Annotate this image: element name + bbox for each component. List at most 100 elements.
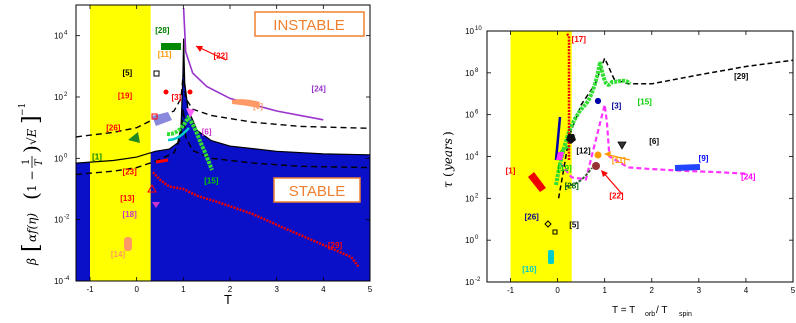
- stable-label: STABLE: [289, 183, 345, 200]
- left-x-label: T: [224, 292, 232, 307]
- red-sequence-17: [566, 33, 571, 160]
- svg-text:years: years: [441, 138, 455, 172]
- right-annotation: [24]: [741, 172, 756, 181]
- right-annotation: [19]: [558, 164, 573, 173]
- instable-box: [254, 11, 365, 37]
- svg-text:αf(η): αf(η): [25, 213, 39, 242]
- right-x-ticks: -1 0 1 2 3 4 5: [507, 31, 796, 295]
- left-annotation: [9]: [253, 102, 263, 111]
- blue-line: [554, 116, 562, 161]
- right-annotation: [5]: [569, 221, 579, 230]
- left-annotation: [26]: [106, 124, 121, 133]
- left-annotation: [14]: [111, 250, 126, 259]
- left-y-tick-label: 10: [54, 32, 63, 41]
- left-x-tick-label: 4: [321, 285, 326, 294]
- left-annotation: [11]: [158, 50, 172, 59]
- left-annotation: [6]: [202, 127, 212, 136]
- left-annotation: [3]: [171, 93, 181, 102]
- right-y-tick-exponent: 4: [475, 152, 479, 158]
- left-y-tick-exponent: 4: [64, 31, 68, 37]
- right-annotation: [28]: [565, 181, 580, 190]
- right-x-tick-label: -1: [507, 286, 515, 295]
- left-y-tick-label: 10: [54, 216, 63, 225]
- orange-blob-9: [232, 99, 260, 108]
- right-y-tick-exponent: 0: [475, 235, 479, 241]
- right-y-tick-exponent: 8: [475, 68, 479, 74]
- black-marker-5: [552, 229, 558, 235]
- left-annotations: [28] [22] [11] [5] [19] [3] [24] [9] [26] [6] [1] […: [92, 26, 342, 259]
- left-x-tick-label: 2: [228, 285, 233, 294]
- left-annotation: [18]: [123, 210, 138, 219]
- right-annotation: [3]: [612, 101, 622, 110]
- arrow-22-head: [601, 170, 608, 177]
- green-blob-1: [128, 132, 140, 143]
- magenta-mark-18: [152, 202, 160, 208]
- stable-box: [273, 177, 361, 203]
- svg-text:1: 1: [21, 159, 32, 165]
- right-annotations: [17] [29] [15] [3] [6] [12] [11] [9] [19] [1] [24]…: [506, 35, 756, 274]
- left-annotation: [15]: [204, 177, 219, 186]
- navy-marker-3: [594, 97, 602, 105]
- magenta-mark: [556, 152, 564, 160]
- svg-text:/ T: / T: [656, 305, 667, 316]
- right-y-tick-label: 10: [465, 153, 474, 162]
- right-annotation: [10]: [522, 265, 537, 274]
- magenta-mark-6: [186, 108, 195, 118]
- right-y-tick-label: 10: [465, 236, 474, 245]
- svg-text:T: T: [34, 158, 45, 166]
- red-dot-3: [187, 89, 193, 95]
- right-y-tick-label: 10: [465, 194, 474, 203]
- svg-text:(: (: [19, 192, 43, 200]
- right-x-tick-label: 3: [697, 286, 702, 295]
- right-annotation: [6]: [649, 137, 659, 146]
- purple-curve: [182, 7, 324, 121]
- left-x-tick-label: 3: [274, 285, 279, 294]
- right-annotation: [9]: [699, 154, 709, 163]
- svg-text:[: [: [19, 243, 44, 252]
- left-annotation: [28]: [155, 26, 170, 35]
- right-x-tick-label: 0: [555, 286, 560, 295]
- left-y-tick-exponent: 2: [64, 92, 68, 98]
- svg-text:−1: −1: [18, 103, 28, 116]
- left-y-tick-exponent: -4: [64, 276, 70, 282]
- right-y-tick-label: 10: [465, 27, 474, 36]
- left-annotation: [5]: [122, 69, 132, 78]
- left-annotation: [29]: [328, 241, 343, 250]
- right-annotation: [11]: [612, 156, 626, 165]
- diamond-marker-26: [544, 220, 552, 228]
- left-annotation: [22]: [214, 52, 229, 61]
- orange-blob-14: [124, 237, 132, 251]
- black-dashed-curve: [557, 56, 793, 199]
- left-annotation: [24]: [312, 85, 327, 94]
- right-annotation: [12]: [576, 146, 591, 155]
- orange-marker: [594, 151, 602, 159]
- right-y-label: τ ( years ): [441, 131, 455, 188]
- svg-text:spin: spin: [679, 311, 692, 318]
- pentagon-marker-12: [566, 134, 576, 144]
- right-y-tick-label: 10: [465, 69, 474, 78]
- right-x-tick-label: 5: [791, 286, 796, 295]
- svg-text:(: (: [441, 172, 455, 177]
- svg-text:): ): [19, 145, 43, 153]
- left-y-tick-label: 10: [54, 154, 63, 163]
- right-x-tick-label: 4: [744, 286, 749, 295]
- svg-text:]: ]: [19, 115, 44, 124]
- left-axes-frame: [75, 4, 371, 282]
- right-x-tick-label: 1: [602, 286, 607, 295]
- svg-text:√E: √E: [25, 128, 39, 145]
- svg-text:T = T: T = T: [612, 305, 635, 316]
- dark-green-sequence-28: [565, 167, 593, 187]
- right-y-tick-exponent: 2: [475, 193, 479, 199]
- red-dot-19: [163, 89, 169, 95]
- red-sequence: [152, 171, 360, 268]
- left-annotation: [13]: [120, 194, 135, 203]
- left-y-tick-exponent: 0: [64, 153, 68, 159]
- left-annotation: [19]: [118, 91, 133, 100]
- right-y-tick-label: 10: [465, 111, 474, 120]
- right-x-label: T = T orb / T spin: [612, 305, 692, 318]
- right-annotation: [26]: [525, 212, 540, 221]
- left-x-ticks: -1 0 1 2 3 4 5: [86, 5, 373, 294]
